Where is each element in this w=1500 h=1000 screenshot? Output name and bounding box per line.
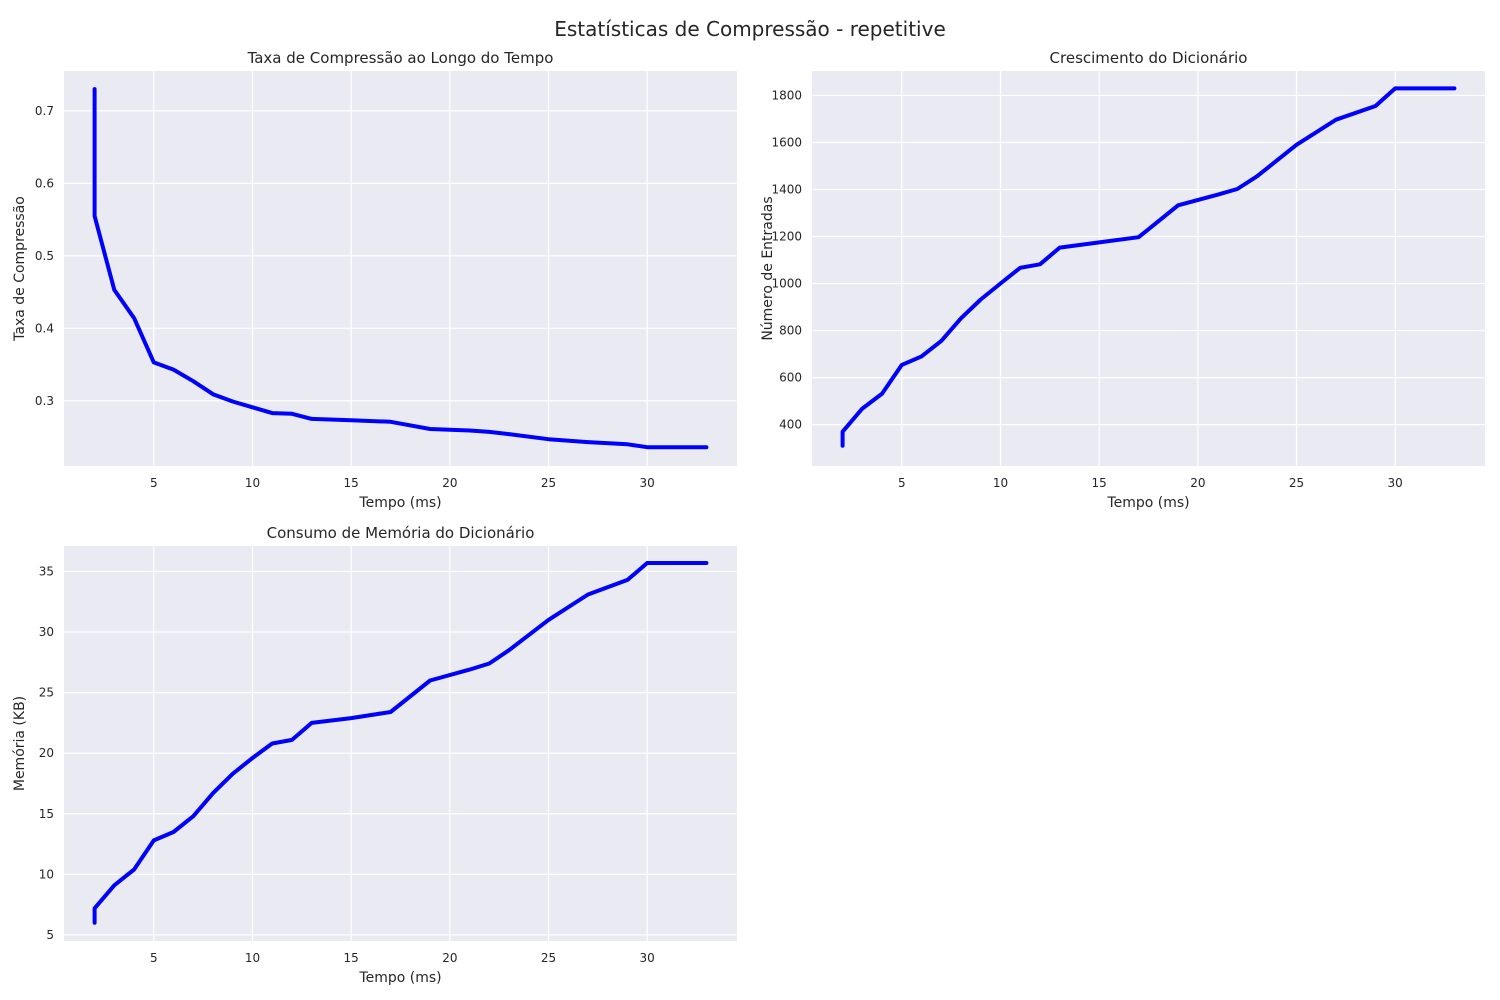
y-tick-label: 1600	[771, 135, 802, 149]
x-axis-label: Tempo (ms)	[358, 970, 441, 986]
x-tick-label: 30	[640, 476, 655, 490]
plot-area	[64, 546, 737, 941]
y-tick-label: 1000	[771, 277, 802, 291]
series-line	[840, 86, 1457, 448]
x-tick-label: 15	[344, 951, 359, 965]
compression-rate-chart: 5 10 15 20 25 30 0.3 0.4 0.5 0.6 0.7 Taxa de Compre…	[12, 49, 737, 511]
y-tick-label: 35	[39, 564, 54, 578]
y-tick-label: 10	[39, 867, 54, 881]
plot-area	[812, 71, 1485, 466]
y-tick-label: 1800	[771, 88, 802, 102]
x-tick-label: 30	[1388, 476, 1403, 490]
y-tick-label: 1400	[771, 183, 802, 197]
x-tick-label: 20	[1190, 476, 1205, 490]
x-tick-label: 25	[541, 951, 556, 965]
x-axis-label: Tempo (ms)	[1106, 495, 1189, 511]
y-tick-label: 0.5	[35, 249, 54, 263]
y-tick-label: 400	[779, 418, 802, 432]
x-tick-label: 25	[541, 476, 556, 490]
figure-title: Estatísticas de Compressão - repetitive	[554, 17, 946, 41]
y-tick-label: 25	[39, 686, 54, 700]
x-tick-label: 10	[993, 476, 1008, 490]
y-tick-label: 0.4	[35, 321, 54, 335]
x-tick-label: 25	[1289, 476, 1304, 490]
x-tick-label: 20	[442, 951, 457, 965]
y-tick-label: 30	[39, 625, 54, 639]
x-tick-label: 30	[640, 951, 655, 965]
y-axis-label: Memória (KB)	[12, 696, 28, 791]
plot-area	[64, 71, 737, 466]
y-tick-label: 800	[779, 324, 802, 338]
y-tick-label: 15	[39, 807, 54, 821]
y-tick-label: 5	[46, 928, 54, 942]
series-line	[92, 87, 709, 450]
y-tick-label: 1200	[771, 230, 802, 244]
y-axis-label: Número de Entradas	[760, 196, 776, 340]
y-tick-label: 20	[39, 746, 54, 760]
y-tick-label: 600	[779, 371, 802, 385]
x-tick-label: 5	[150, 951, 158, 965]
dictionary-growth-chart: 5 10 15 20 25 30 400 600 800 1000 1200 1400 1600 1800…	[760, 49, 1485, 511]
x-tick-label: 20	[442, 476, 457, 490]
x-tick-label: 10	[245, 951, 260, 965]
y-tick-label: 0.7	[35, 104, 54, 118]
y-axis-label: Taxa de Compressão	[12, 196, 28, 342]
chart-title: Consumo de Memória do Dicionário	[267, 524, 535, 542]
series-line	[92, 561, 709, 925]
chart-title: Crescimento do Dicionário	[1050, 49, 1248, 67]
dictionary-memory-chart: 5 10 15 20 25 30 5 10 15 20 25 30 35 Consumo de Memór…	[12, 524, 737, 986]
chart-title: Taxa de Compressão ao Longo do Tempo	[247, 49, 554, 67]
x-tick-label: 10	[245, 476, 260, 490]
x-tick-label: 15	[1092, 476, 1107, 490]
x-tick-label: 5	[150, 476, 158, 490]
x-axis-label: Tempo (ms)	[358, 495, 441, 511]
x-tick-label: 15	[344, 476, 359, 490]
x-tick-label: 5	[898, 476, 906, 490]
y-tick-label: 0.3	[35, 394, 54, 408]
y-tick-label: 0.6	[35, 176, 54, 190]
